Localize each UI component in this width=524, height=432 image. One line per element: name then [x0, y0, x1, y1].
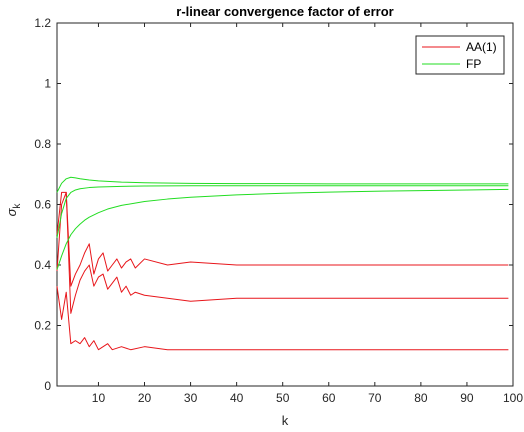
x-tick-label: 50 — [276, 391, 290, 405]
axis-ticks: 10 20 30 40 50 60 70 80 90 100 0 0.2 0.4 0.6 0.8 1 1.2 — [34, 16, 523, 405]
y-tick-label: 0.2 — [34, 319, 51, 333]
y-tick-label: 0 — [44, 379, 51, 393]
x-tick-label: 80 — [414, 391, 428, 405]
x-tick-label: 30 — [184, 391, 198, 405]
x-axis-label: k — [282, 413, 289, 428]
x-tick-label: 40 — [230, 391, 244, 405]
chart-title: r-linear convergence factor of error — [176, 4, 393, 19]
x-tick-label: 60 — [322, 391, 336, 405]
series-layer — [56, 176, 509, 351]
y-axis-label-subscript: k — [12, 203, 23, 209]
y-axis-label-group: σk — [4, 203, 23, 217]
legend-label-aa1: AA(1) — [466, 40, 497, 54]
series-line-fp-6 — [56, 188, 509, 270]
y-tick-label: 0.8 — [34, 137, 51, 151]
legend: AA(1) FP — [415, 35, 505, 75]
legend-box — [415, 35, 505, 75]
legend-label-fp: FP — [466, 57, 481, 71]
y-tick-label: 0.4 — [34, 258, 51, 272]
x-tick-label: 10 — [92, 391, 106, 405]
series-line-fp-4 — [56, 176, 509, 193]
series-line-aa1-3 — [56, 286, 509, 351]
series-line-fp-5 — [56, 185, 509, 238]
y-axis-label-symbol: σ — [4, 207, 19, 216]
x-tick-label: 70 — [368, 391, 382, 405]
x-tick-label: 90 — [460, 391, 474, 405]
x-tick-label: 100 — [503, 391, 523, 405]
y-axis-label: σk — [4, 203, 23, 217]
series-line-aa1-1 — [56, 191, 509, 287]
y-tick-label: 0.6 — [34, 198, 51, 212]
y-tick-label: 1 — [44, 77, 51, 91]
y-tick-label: 1.2 — [34, 16, 51, 30]
x-tick-label: 20 — [138, 391, 152, 405]
series-line-aa1-2 — [56, 191, 509, 314]
plot-area — [56, 22, 514, 387]
